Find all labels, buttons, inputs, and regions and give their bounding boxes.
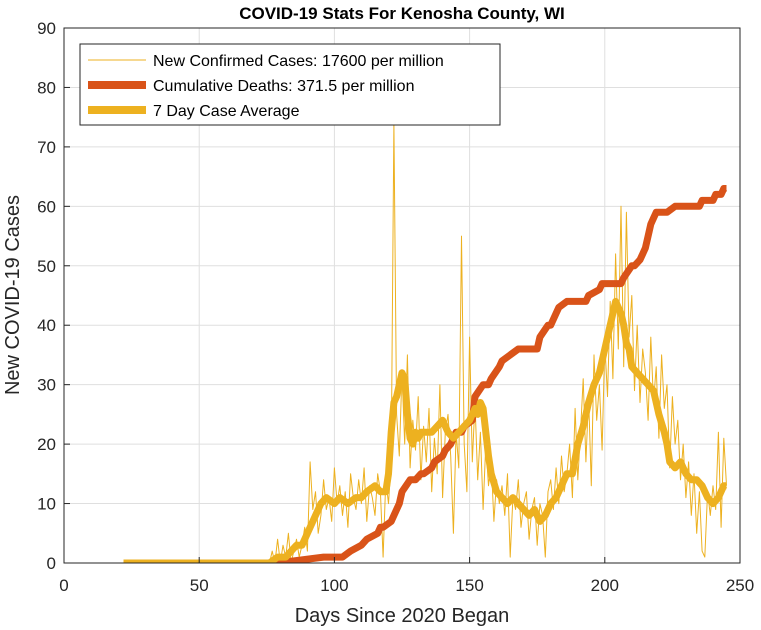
series-layer <box>123 122 728 563</box>
x-tick-label: 150 <box>455 576 483 595</box>
y-tick-label: 60 <box>37 197 56 216</box>
y-tick-label: 80 <box>37 78 56 97</box>
legend: New Confirmed Cases: 17600 per million C… <box>79 43 501 126</box>
y-axis-label: New COVID-19 Cases <box>2 195 24 395</box>
plot-frame <box>63 27 741 564</box>
y-tick-label: 10 <box>37 495 56 514</box>
axis-ticks: 0 50 100 150 200 250 0 10 20 30 40 50 60 70 80 90 <box>37 19 754 595</box>
y-tick-label: 20 <box>37 435 56 454</box>
chart-title: COVID-19 Stats For Kenosha County, WI <box>239 4 565 23</box>
legend-box <box>79 43 501 126</box>
legend-label-average: 7 Day Case Average <box>153 103 300 120</box>
x-tick-label: 100 <box>320 576 348 595</box>
x-tick-label: 0 <box>59 576 68 595</box>
y-tick-label: 30 <box>37 376 56 395</box>
y-tick-label: 0 <box>47 554 56 573</box>
x-axis-label: Days Since 2020 Began <box>295 605 510 627</box>
series-cumulative-deaths <box>123 185 728 563</box>
x-tick-label: 250 <box>726 576 754 595</box>
series-7-day-average <box>123 297 728 563</box>
x-tick-label: 50 <box>190 576 209 595</box>
y-tick-label: 90 <box>37 19 56 38</box>
y-tick-label: 70 <box>37 138 56 157</box>
x-tick-label: 200 <box>591 576 619 595</box>
legend-label-new-cases: New Confirmed Cases: 17600 per million <box>153 53 444 70</box>
y-tick-label: 50 <box>37 257 56 276</box>
legend-label-deaths: Cumulative Deaths: 371.5 per million <box>153 78 414 95</box>
y-tick-label: 40 <box>37 316 56 335</box>
